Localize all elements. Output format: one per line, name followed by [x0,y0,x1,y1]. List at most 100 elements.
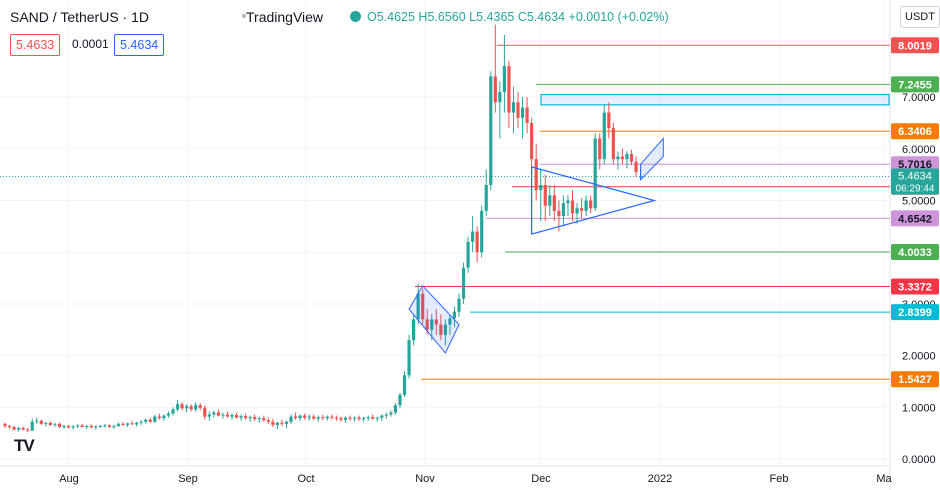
candle-body [475,231,479,253]
level-badge [891,156,939,173]
candle-body [298,415,302,419]
candle-body [543,184,547,206]
candle-body [253,417,257,420]
candle-body [430,319,434,330]
level-badge [891,123,939,140]
candle-body [448,318,452,325]
candle-body [489,76,493,185]
candle-body [598,138,602,160]
level-badge [891,210,939,227]
candle-body [162,415,166,419]
candle-body [180,404,184,409]
x-tick-label: Feb [770,473,789,485]
level-label: 2.8399 [898,307,932,319]
candle-body [343,417,348,420]
candle-body [552,195,556,211]
current-price-label: 5.4634 [898,171,932,183]
candle-body [44,422,48,424]
candle-body [35,420,39,422]
candle-body [234,415,239,418]
level-label: 5.7016 [898,159,932,171]
x-tick-label: Aug [59,473,79,485]
candle-body [443,324,447,335]
symbol-title[interactable]: SAND / TetherUS · 1D [10,9,150,25]
y-tick-label: 7.0000 [902,92,936,104]
candle-body [203,407,207,417]
candle-body [212,412,216,415]
candle-body [171,409,175,414]
level-badge [891,76,939,93]
candle-body [157,416,161,419]
x-tick-label: 2022 [648,473,672,485]
candle-body [144,419,148,422]
currency-button[interactable]: USDT [900,6,940,28]
candle-body [366,417,370,419]
x-tick-label: Dec [531,473,551,485]
candle-body [57,423,62,427]
candle-body [316,417,320,419]
candle-body [271,421,275,425]
x-tick-label: Nov [415,473,435,485]
candle-body [516,102,520,118]
candle-body [579,208,584,211]
candle-body [198,405,202,408]
candle-body [76,425,80,427]
candle-body [334,417,339,419]
candle-body [511,102,516,113]
candle-body [384,414,388,416]
x-tick-label: Ma [876,473,892,485]
candle-body [634,161,638,173]
candle-body [620,156,625,160]
candle-body [175,404,180,410]
candle-body [89,425,93,428]
candle-body [12,426,16,430]
candle-body [575,208,579,214]
candle-body [466,241,470,268]
candle-body [452,311,457,319]
candle-body [48,422,52,425]
candle-body [130,423,134,425]
candle-body [421,293,425,320]
candle-body [3,423,7,426]
candles-group [3,24,643,433]
candle-body [30,421,34,431]
candle-body [525,107,529,123]
candle-body [216,412,220,416]
candle-body [584,200,588,211]
triangle-pattern [531,166,657,235]
x-tick-label: Oct [297,473,314,485]
candle-body [71,426,75,428]
candle-body [107,425,112,427]
candle-body [589,200,593,209]
candle-body [280,422,284,424]
sell-price-button[interactable]: 5.4633 [10,34,61,56]
candle-body [39,420,43,424]
candle-body [425,319,429,330]
candle-body [625,153,629,160]
market-status-icon [350,11,361,22]
brand-label: TradingView [246,9,324,25]
candle-body [566,200,570,204]
candle-body [389,412,393,415]
candle-body [371,417,375,419]
candle-body [548,195,552,206]
level-label: 6.3406 [898,126,932,138]
candle-body [312,416,316,419]
candle-body [629,153,634,162]
candle-body [461,267,466,299]
candle-body [602,112,606,160]
candle-body [616,156,620,160]
candle-body [62,425,66,427]
candle-body [80,425,84,427]
candle-body [539,184,543,191]
buy-price-button[interactable]: 5.4634 [114,34,165,56]
candle-body [339,418,343,420]
candle-body [26,429,30,431]
level-badge [891,244,939,261]
separator-dot [242,14,246,18]
level-label: 4.6542 [898,213,932,225]
candle-body [502,66,506,92]
candle-body [21,427,25,430]
candle-body [561,203,566,217]
